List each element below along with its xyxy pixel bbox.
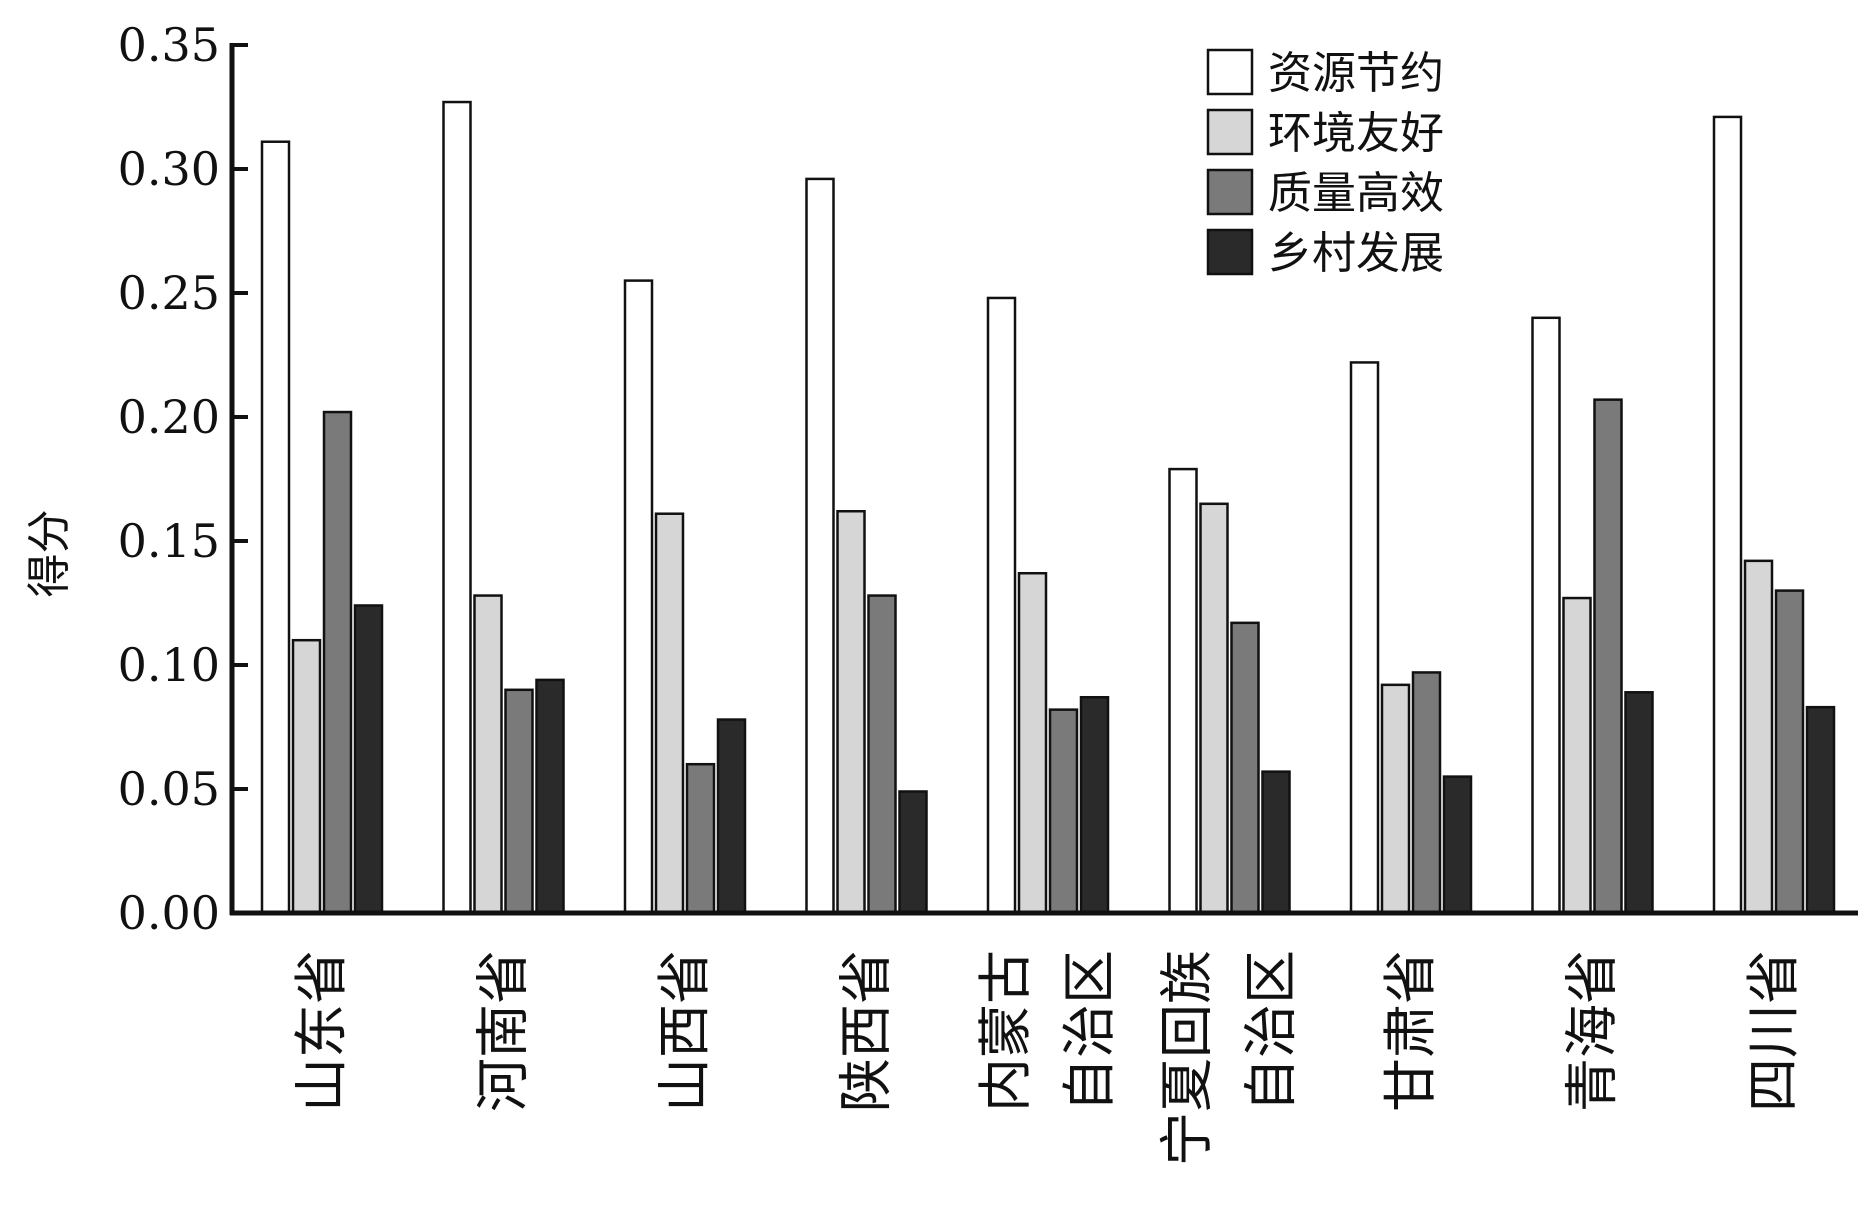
x-category-label: 四川省 — [1742, 950, 1805, 1112]
bar-6-series-4 — [1261, 770, 1291, 915]
y-tick-label: 0.20 — [118, 390, 220, 444]
bar-9-series-4 — [1805, 705, 1836, 915]
legend-label-1: 资源节约 — [1268, 48, 1444, 99]
bar-9-series-3 — [1774, 589, 1805, 915]
bar-5-series-4 — [1079, 695, 1110, 915]
bar-8-series-2 — [1562, 596, 1592, 915]
bar-8-series-1 — [1531, 316, 1561, 915]
bar-1-series-1 — [260, 140, 291, 915]
bar-4-series-1 — [805, 177, 835, 915]
bar-2-series-2 — [473, 594, 503, 915]
bar-1-series-3 — [322, 410, 353, 915]
y-tick-label: 0.30 — [118, 142, 220, 196]
y-axis-title: 得分 — [24, 509, 75, 597]
y-tick-label: 0.35 — [118, 18, 220, 72]
x-category-label: 自治区 — [1058, 950, 1121, 1112]
bar-7-series-2 — [1380, 683, 1411, 915]
bar-5-series-1 — [986, 296, 1017, 915]
bar-7-series-3 — [1411, 671, 1442, 915]
bar-4-series-4 — [898, 790, 928, 915]
bars — [260, 100, 1836, 915]
bar-8-series-4 — [1624, 691, 1654, 915]
bar-8-series-3 — [1593, 398, 1623, 915]
bar-6-series-1 — [1168, 467, 1198, 915]
y-tick-label: 0.10 — [118, 638, 220, 692]
bar-6-series-2 — [1199, 502, 1229, 915]
bar-3-series-3 — [685, 762, 716, 915]
x-category-label: 自治区 — [1240, 950, 1303, 1112]
x-category-label: 河南省 — [472, 950, 535, 1112]
y-tick-label: 0.05 — [118, 762, 220, 816]
x-category-label: 内蒙古 — [974, 950, 1037, 1112]
legend-swatch-4 — [1206, 228, 1254, 276]
x-axis-labels: 山东省 河南省 山西省 陕西省 内蒙古 自治区 宁夏回族 自治区 甘肃省 青海省 四川省 — [290, 950, 1805, 1166]
x-category-label: 甘肃省 — [1379, 950, 1442, 1112]
bar-4-series-2 — [836, 509, 866, 915]
bar-2-series-3 — [504, 688, 534, 915]
legend-swatch-3 — [1206, 168, 1254, 216]
legend-swatch-1 — [1206, 48, 1254, 96]
bar-9-series-2 — [1743, 559, 1774, 915]
bar-1-series-4 — [353, 604, 384, 915]
x-category-label: 山西省 — [653, 950, 716, 1112]
x-category-label: 青海省 — [1561, 950, 1624, 1112]
bar-7-series-4 — [1442, 775, 1473, 915]
y-axis-title-text: 得分 — [24, 509, 75, 597]
bar-5-series-3 — [1048, 708, 1079, 915]
y-tick-label: 0.15 — [118, 514, 220, 568]
x-category-label: 山东省 — [290, 950, 353, 1112]
bar-6-series-3 — [1230, 621, 1260, 915]
bar-2-series-1 — [442, 100, 472, 915]
bar-3-series-4 — [716, 718, 747, 915]
bar-5-series-2 — [1017, 571, 1048, 915]
bar-7-series-1 — [1349, 361, 1380, 915]
axes — [229, 43, 1858, 916]
bar-4-series-3 — [867, 594, 897, 915]
x-category-label: 宁夏回族 — [1156, 950, 1219, 1166]
bar-2-series-4 — [535, 678, 565, 915]
y-tick-label: 0.00 — [118, 886, 220, 940]
bar-9-series-1 — [1712, 115, 1743, 915]
x-category-label: 陕西省 — [835, 950, 898, 1112]
bar-3-series-2 — [654, 512, 685, 915]
legend-label-4: 乡村发展 — [1268, 228, 1444, 279]
y-tick-label: 0.25 — [118, 266, 220, 320]
bar-1-series-2 — [291, 638, 322, 915]
legend-swatch-2 — [1206, 108, 1254, 156]
legend-label-3: 质量高效 — [1268, 168, 1444, 219]
bar-3-series-1 — [623, 279, 654, 915]
legend-label-2: 环境友好 — [1268, 108, 1444, 159]
y-axis-ticks: 0.00 0.05 0.10 0.15 0.20 0.25 0.30 0.35 — [118, 18, 248, 940]
